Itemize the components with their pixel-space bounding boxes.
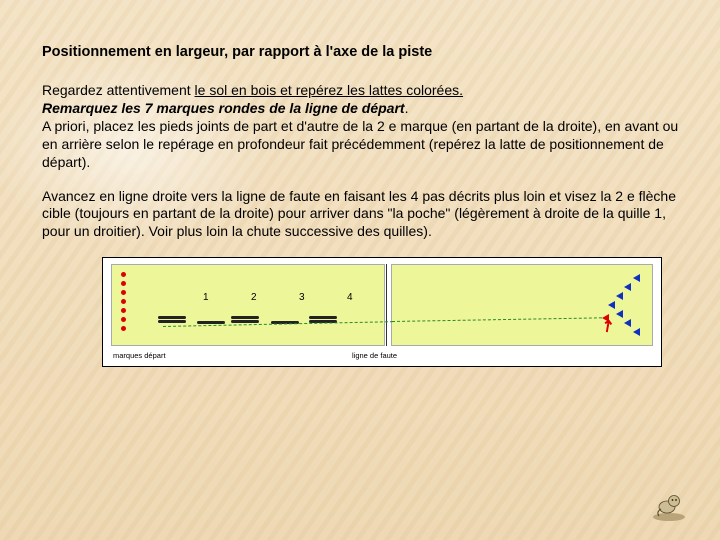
step-number: 3 — [299, 292, 305, 303]
lane-diagram: 1234marques départligne de faute↗ — [102, 257, 646, 367]
paragraph-1: Regardez attentivement le sol en bois et… — [42, 82, 682, 172]
p1-rest: A priori, placez les pieds joints de par… — [42, 118, 678, 170]
slat-7 — [309, 316, 337, 319]
approach-panel — [111, 264, 385, 346]
step-number: 1 — [203, 292, 209, 303]
slat-5 — [231, 320, 259, 323]
target-arrow-3 — [616, 292, 623, 300]
target-arrow-5 — [616, 310, 623, 318]
caption-start-marks: marques départ — [113, 351, 166, 360]
p1-bolditalic: Remarquez les 7 marques rondes de la lig… — [42, 100, 405, 116]
slat-4 — [231, 316, 259, 319]
step-number: 2 — [251, 292, 257, 303]
caption-fault-line: ligne de faute — [352, 351, 397, 360]
target-arrow-6 — [624, 319, 631, 327]
paragraph-2: Avancez en ligne droite vers la ligne de… — [42, 188, 682, 242]
slat-1 — [158, 316, 186, 319]
target-arrow-2 — [624, 283, 631, 291]
step-number: 4 — [347, 292, 353, 303]
target-arrow-7 — [633, 328, 640, 336]
target-arrow-1 — [633, 274, 640, 282]
slat-2 — [158, 320, 186, 323]
fault-line — [386, 264, 387, 346]
section-title: Positionnement en largeur, par rapport à… — [42, 44, 682, 60]
p1-underline: le sol en bois et repérez les lattes col… — [195, 82, 463, 98]
p1-dot: . — [405, 100, 409, 116]
p1-pre: Regardez attentivement — [42, 82, 195, 98]
decorative-icon — [646, 490, 692, 522]
target-arrow-4 — [608, 301, 615, 309]
